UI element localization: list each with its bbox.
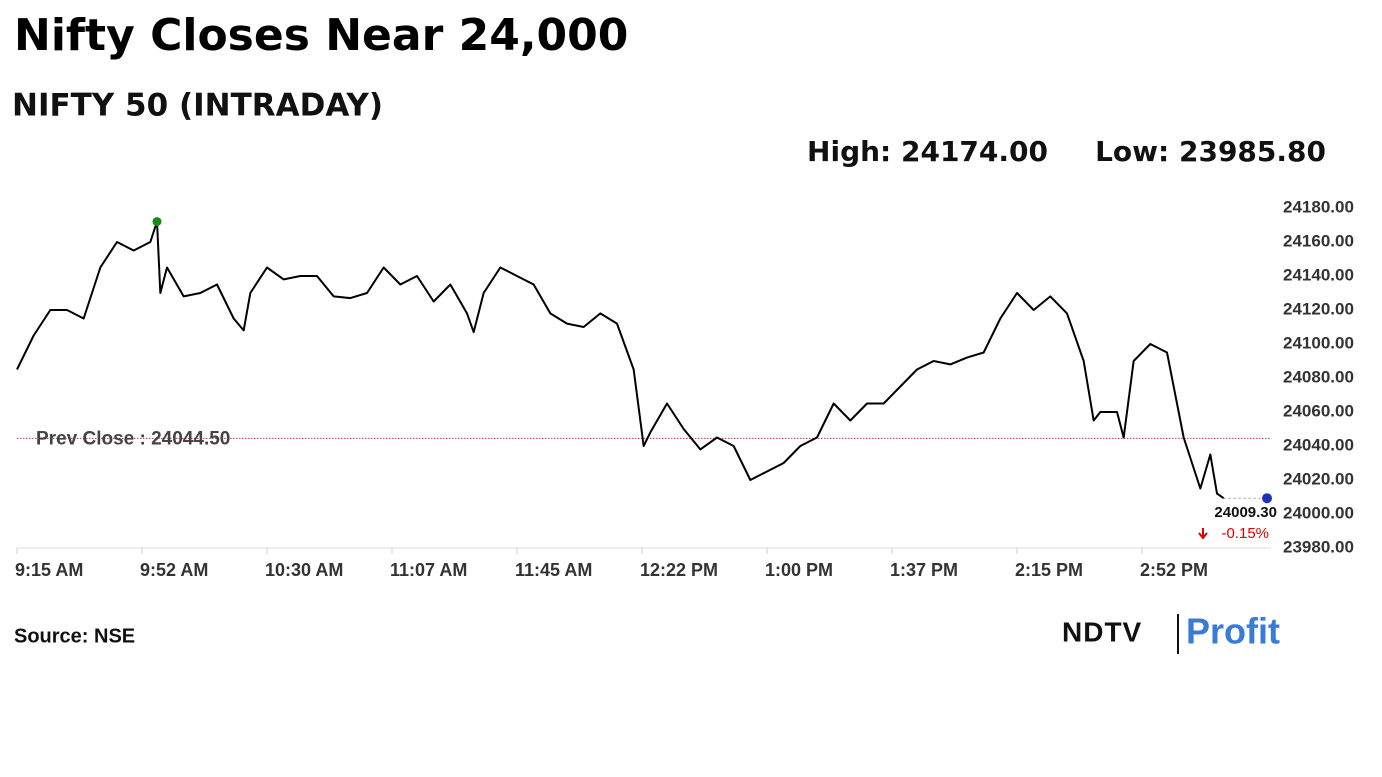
y-tick-label: 24040.00 <box>1283 435 1354 454</box>
low-label: Low: 23985.80 <box>1095 135 1326 168</box>
y-tick-label: 24180.00 <box>1283 197 1354 216</box>
x-tick-label: 2:15 PM <box>1015 560 1083 580</box>
logo-ndtv: NDTV <box>1062 616 1142 647</box>
last-change-label: -0.15% <box>1221 525 1269 542</box>
x-tick-label: 10:30 AM <box>265 560 343 580</box>
x-tick-label: 9:15 AM <box>15 560 83 580</box>
y-tick-label: 24000.00 <box>1283 503 1354 522</box>
y-tick-label: 23980.00 <box>1283 537 1354 556</box>
x-tick-label: 2:52 PM <box>1140 560 1208 580</box>
high-label: High: 24174.00 <box>807 135 1048 168</box>
chart-subtitle: NIFTY 50 (INTRADAY) <box>12 88 383 124</box>
x-tick-label: 1:37 PM <box>890 560 958 580</box>
source: Source: NSE <box>14 625 135 647</box>
y-tick-label: 24140.00 <box>1283 265 1354 284</box>
x-tick-label: 9:52 AM <box>140 560 208 580</box>
x-tick-label: 1:00 PM <box>765 560 833 580</box>
last-marker <box>1262 493 1272 504</box>
x-tick-label: 11:07 AM <box>390 560 467 580</box>
prev-close-label: Prev Close : 24044.50 <box>36 428 230 449</box>
y-tick-label: 24160.00 <box>1283 231 1354 250</box>
y-tick-label: 24120.00 <box>1283 299 1354 318</box>
high-marker <box>152 217 162 227</box>
x-tick-label: 11:45 AM <box>515 560 592 580</box>
x-tick-label: 12:22 PM <box>640 560 718 580</box>
price-line <box>16 220 1225 500</box>
y-tick-label: 24100.00 <box>1283 333 1354 352</box>
y-tick-label: 24080.00 <box>1283 367 1354 386</box>
down-arrow <box>1198 528 1208 540</box>
y-tick-label: 24020.00 <box>1283 469 1354 488</box>
logo-profit: Profit <box>1186 611 1280 652</box>
chart-title: Nifty Closes Near 24,000 <box>14 10 628 61</box>
last-value-label: 24009.30 <box>1214 504 1277 521</box>
y-tick-label: 24060.00 <box>1283 401 1354 420</box>
